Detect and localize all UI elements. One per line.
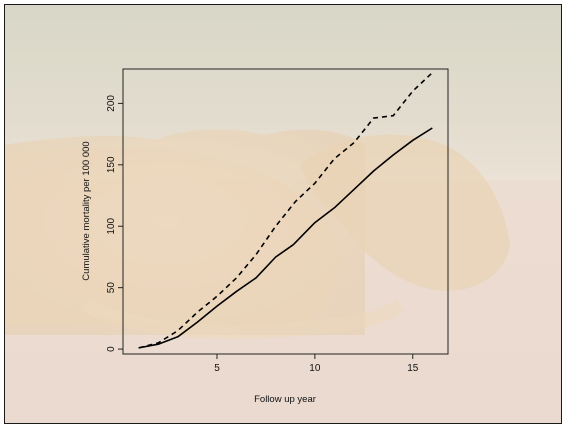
x-axis: 5 10 15: [214, 354, 419, 374]
y-axis: 0 50 100 150 200: [106, 95, 123, 352]
x-tick-label: 5: [214, 363, 220, 374]
background-photo: [5, 5, 561, 423]
figure-frame: 5 10 15 0 50 100 150 200 Follow up year Cumula…: [4, 4, 562, 424]
x-axis-label: Follow up year: [254, 394, 316, 405]
x-tick-label: 10: [309, 363, 321, 374]
y-tick-label: 50: [106, 282, 117, 294]
y-tick-label: 150: [106, 156, 117, 173]
series-line-dashed: [138, 72, 433, 349]
series-line-solid: [138, 127, 433, 349]
plot-area-border: [122, 68, 449, 355]
series-lines: [138, 72, 433, 349]
y-axis-label: Cumulative mortality per 100 000: [81, 141, 92, 280]
y-tick-label: 200: [106, 95, 117, 112]
line-chart: 5 10 15 0 50 100 150 200 Follow up year Cumula…: [81, 68, 449, 405]
y-tick-label: 0: [106, 346, 117, 352]
y-tick-label: 100: [106, 217, 117, 234]
x-tick-label: 15: [407, 363, 419, 374]
